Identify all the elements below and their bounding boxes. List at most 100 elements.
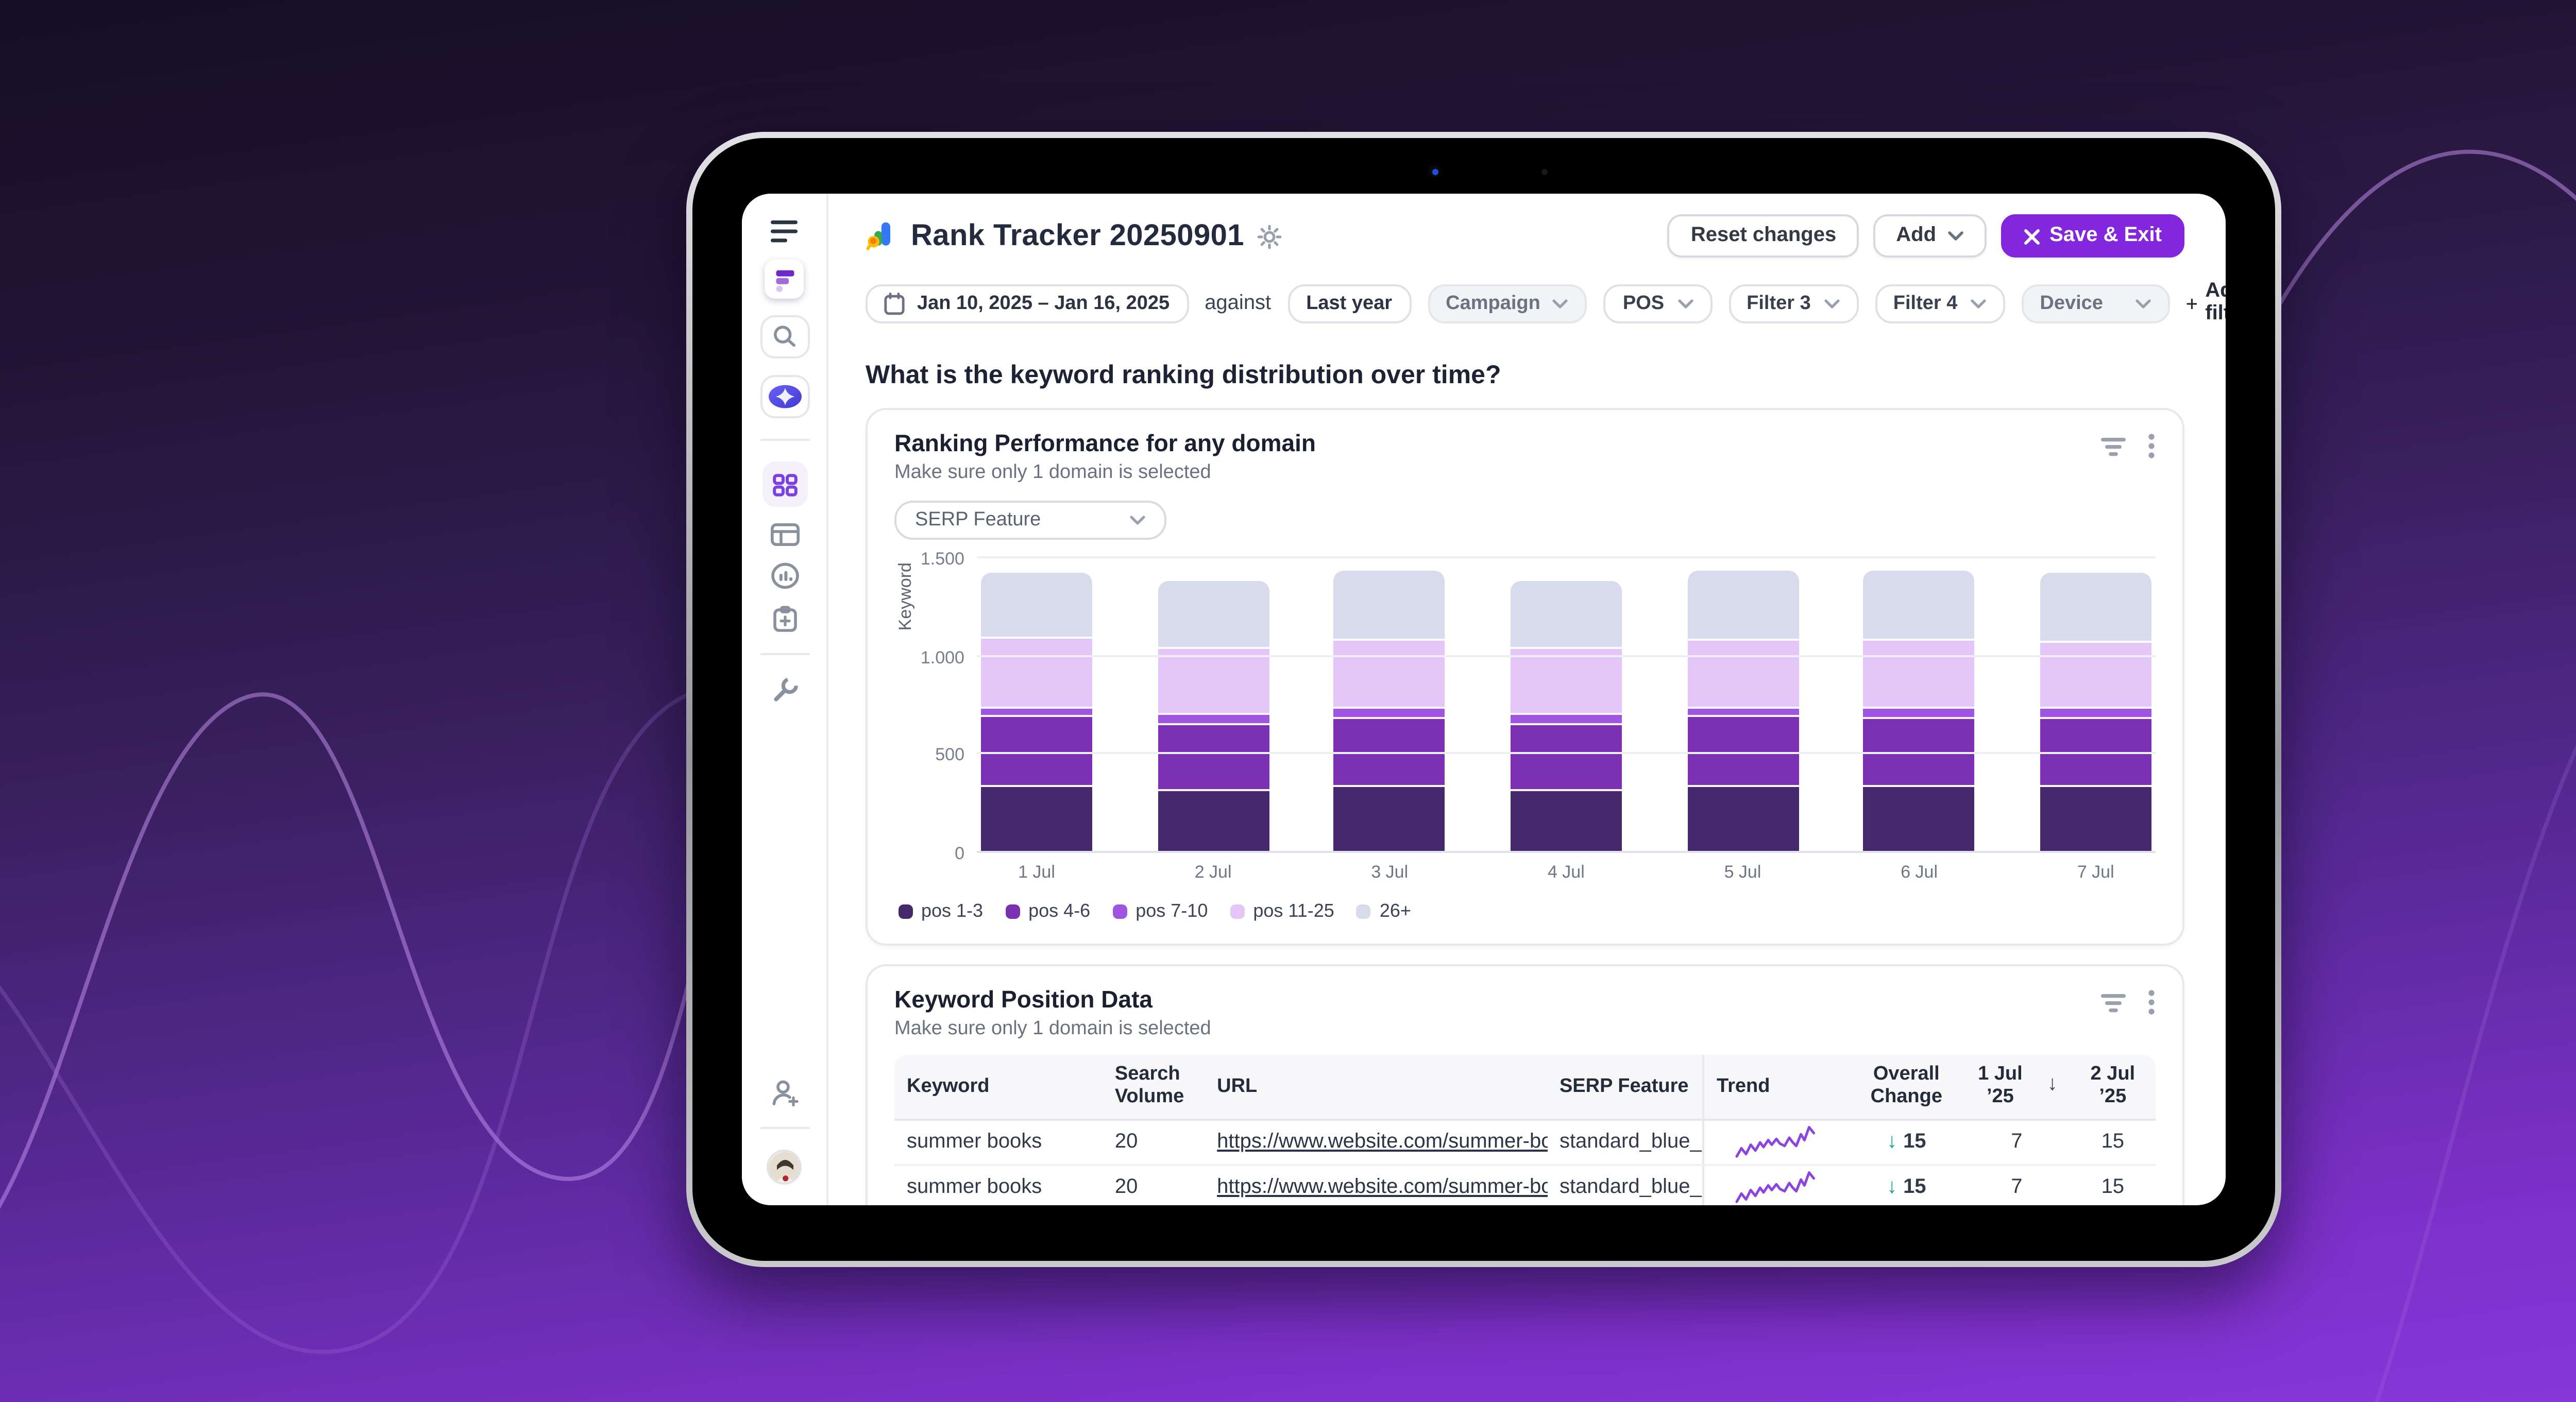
card-subtitle: Make sure only 1 domain is selected (894, 1018, 1211, 1040)
gear-icon[interactable] (1257, 224, 1281, 248)
filter-pill-filter-3[interactable]: Filter 3 (1728, 283, 1858, 322)
sidebar (742, 194, 828, 1205)
app-logo[interactable] (765, 260, 804, 299)
page-title: Rank Tracker 20250901 (911, 219, 1244, 252)
compare-period-pill[interactable]: Last year (1287, 283, 1411, 322)
add-filter-button[interactable]: Add filter (2186, 280, 2226, 326)
url-link[interactable]: https://www.website.com/summer-boo… (1217, 1131, 1547, 1154)
sidebar-divider (759, 439, 809, 441)
kebab-menu-icon[interactable] (2147, 989, 2156, 1016)
cell-jul-2: 15 (2101, 1176, 2125, 1199)
bar-segment-pos-11-25 (981, 637, 1092, 706)
filter-pill-campaign[interactable]: Campaign (1427, 283, 1588, 322)
url-link[interactable]: https://www.website.com/summer-boo… (1217, 1176, 1547, 1199)
cell-overall-change: ↓ 15 (1887, 1131, 1926, 1154)
against-label: against (1205, 292, 1272, 314)
bar-segment-pos-4-6 (1334, 716, 1446, 785)
card-header: Ranking Performance for any domain Make … (894, 433, 2156, 484)
gridline (977, 851, 2156, 853)
add-button-label: Add (1896, 225, 1937, 247)
bar-segment-26+ (1334, 570, 1446, 639)
light-sensor (1541, 169, 1548, 175)
front-camera (1428, 165, 1440, 177)
search-icon[interactable] (759, 315, 809, 358)
stacked-bar-6-jul (1863, 570, 1975, 853)
y-axis-ticks: 1.500 1.000 500 0 (915, 548, 977, 863)
kebab-menu-icon[interactable] (2147, 433, 2156, 459)
bar-segment-pos-4-6 (1157, 722, 1269, 790)
clipboard-add-icon[interactable] (772, 606, 796, 632)
keyword-position-card: Keyword Position Data Make sure only 1 d… (866, 964, 2184, 1205)
sidebar-divider (759, 653, 809, 655)
plus-icon (2186, 297, 2197, 309)
trend-sparkline (1735, 1171, 1816, 1203)
bar-segment-pos-7-10 (1510, 713, 1622, 724)
card-title: Keyword Position Data (894, 989, 1153, 1014)
filter-bar: Jan 10, 2025 – Jan 16, 2025 against Last… (866, 280, 2226, 326)
legend-swatch (1006, 903, 1021, 918)
chevron-down-icon (1677, 298, 1692, 307)
column-header-c-serp[interactable]: SERP Feature (1559, 1074, 1689, 1098)
rank-tracker-logo-icon (866, 220, 896, 251)
table-body: summer books 20 https://www.website.com/su… (894, 1120, 2156, 1205)
reset-changes-button[interactable]: Reset changes (1668, 214, 1859, 258)
column-header-c-trend[interactable]: Trend (1702, 1055, 1849, 1119)
ai-sparkle-icon[interactable] (759, 375, 809, 418)
wrench-icon[interactable] (770, 676, 799, 705)
stacked-bar-chart: Keyword 1.500 1.000 500 0 (894, 548, 2156, 863)
x-tick-label: 4 Jul (1547, 861, 1585, 882)
bar-segment-pos-1-3 (1157, 789, 1269, 853)
column-header-c-j2[interactable]: 2 Jul ’25 (2090, 1063, 2136, 1109)
invite-user-icon[interactable] (770, 1080, 799, 1106)
save-exit-button[interactable]: Save & Exit (2000, 214, 2184, 258)
bar-segment-26+ (2040, 572, 2151, 640)
sort-arrow-icon[interactable]: ↓ (2047, 1074, 2058, 1097)
column-header-c-oc[interactable]: Overall Change (1870, 1063, 1942, 1109)
bar-segment-pos-4-6 (1863, 716, 1975, 785)
chevron-down-icon (1970, 298, 1986, 307)
cell-jul-1: 7 (2011, 1131, 2023, 1154)
filter-funnel-icon[interactable] (2100, 992, 2127, 1013)
legend-item-pos-1-3: pos 1-3 (899, 900, 983, 921)
user-avatar[interactable] (767, 1150, 802, 1185)
filter-pill-pos[interactable]: POS (1604, 283, 1712, 322)
cell-keyword: summer books (907, 1176, 1042, 1199)
cell-serp-feature: standard_blue_l… (1559, 1131, 1702, 1154)
serp-feature-dropdown[interactable]: SERP Feature (894, 501, 1166, 540)
bar-segment-pos-4-6 (1687, 715, 1799, 785)
cell-url: https://www.website.com/summer-boo… (1205, 1166, 1547, 1205)
calendar-icon (884, 292, 905, 314)
legend-item-26+: 26+ (1357, 900, 1411, 921)
bar-segment-pos-11-25 (1510, 646, 1622, 714)
bar-segment-pos-1-3 (981, 785, 1092, 853)
column-header-c-j1[interactable]: 1 Jul ’25 ↓ (1978, 1063, 2058, 1109)
menu-icon[interactable] (771, 220, 798, 243)
x-tick-label: 3 Jul (1371, 861, 1409, 882)
bar-segment-pos-7-10 (981, 706, 1092, 716)
chart-legend: pos 1-3 pos 4-6 pos 7-10 pos 11-25 26+ (899, 900, 2156, 921)
filter-pill-filter-4[interactable]: Filter 4 (1874, 283, 2005, 322)
table-row: summer books 20 https://www.website.com/su… (894, 1166, 2156, 1205)
table-header-row: Keyword Search Volume URL SERP Feature Trend… (894, 1055, 2156, 1121)
date-range-picker[interactable]: Jan 10, 2025 – Jan 16, 2025 (866, 283, 1189, 322)
cell-trend (1702, 1166, 1849, 1205)
add-button[interactable]: Add (1873, 214, 1986, 258)
y-tick-label: 500 (935, 744, 964, 765)
tablet-bezel: Rank Tracker 20250901 Reset changes Add (692, 138, 2275, 1261)
compare-period-value: Last year (1306, 292, 1393, 314)
dashboard-grid-icon[interactable] (761, 461, 807, 507)
table-icon[interactable] (770, 523, 799, 546)
card-title-block: Ranking Performance for any domain Make … (894, 433, 1316, 484)
x-tick-label: 6 Jul (1901, 861, 1938, 882)
filter-pill-device[interactable]: Device (2021, 283, 2170, 322)
column-header-c-url[interactable]: URL (1217, 1074, 1258, 1098)
column-header-c-kw[interactable]: Keyword (907, 1074, 990, 1098)
cell-jul-2: 15 (2101, 1131, 2125, 1154)
x-axis-labels: 1 Jul 2 Jul 3 Jul 4 Jul 5 Jul 6 Jul 7 Jul (977, 861, 2156, 882)
gauge-chart-icon[interactable] (770, 562, 799, 589)
bar-segment-pos-4-6 (981, 715, 1092, 785)
column-header-c-sv[interactable]: Search Volume (1114, 1063, 1184, 1109)
keyword-table: Keyword Search Volume URL SERP Feature Trend… (894, 1055, 2156, 1205)
main-content: Rank Tracker 20250901 Reset changes Add (828, 194, 2226, 1205)
filter-funnel-icon[interactable] (2100, 436, 2127, 456)
